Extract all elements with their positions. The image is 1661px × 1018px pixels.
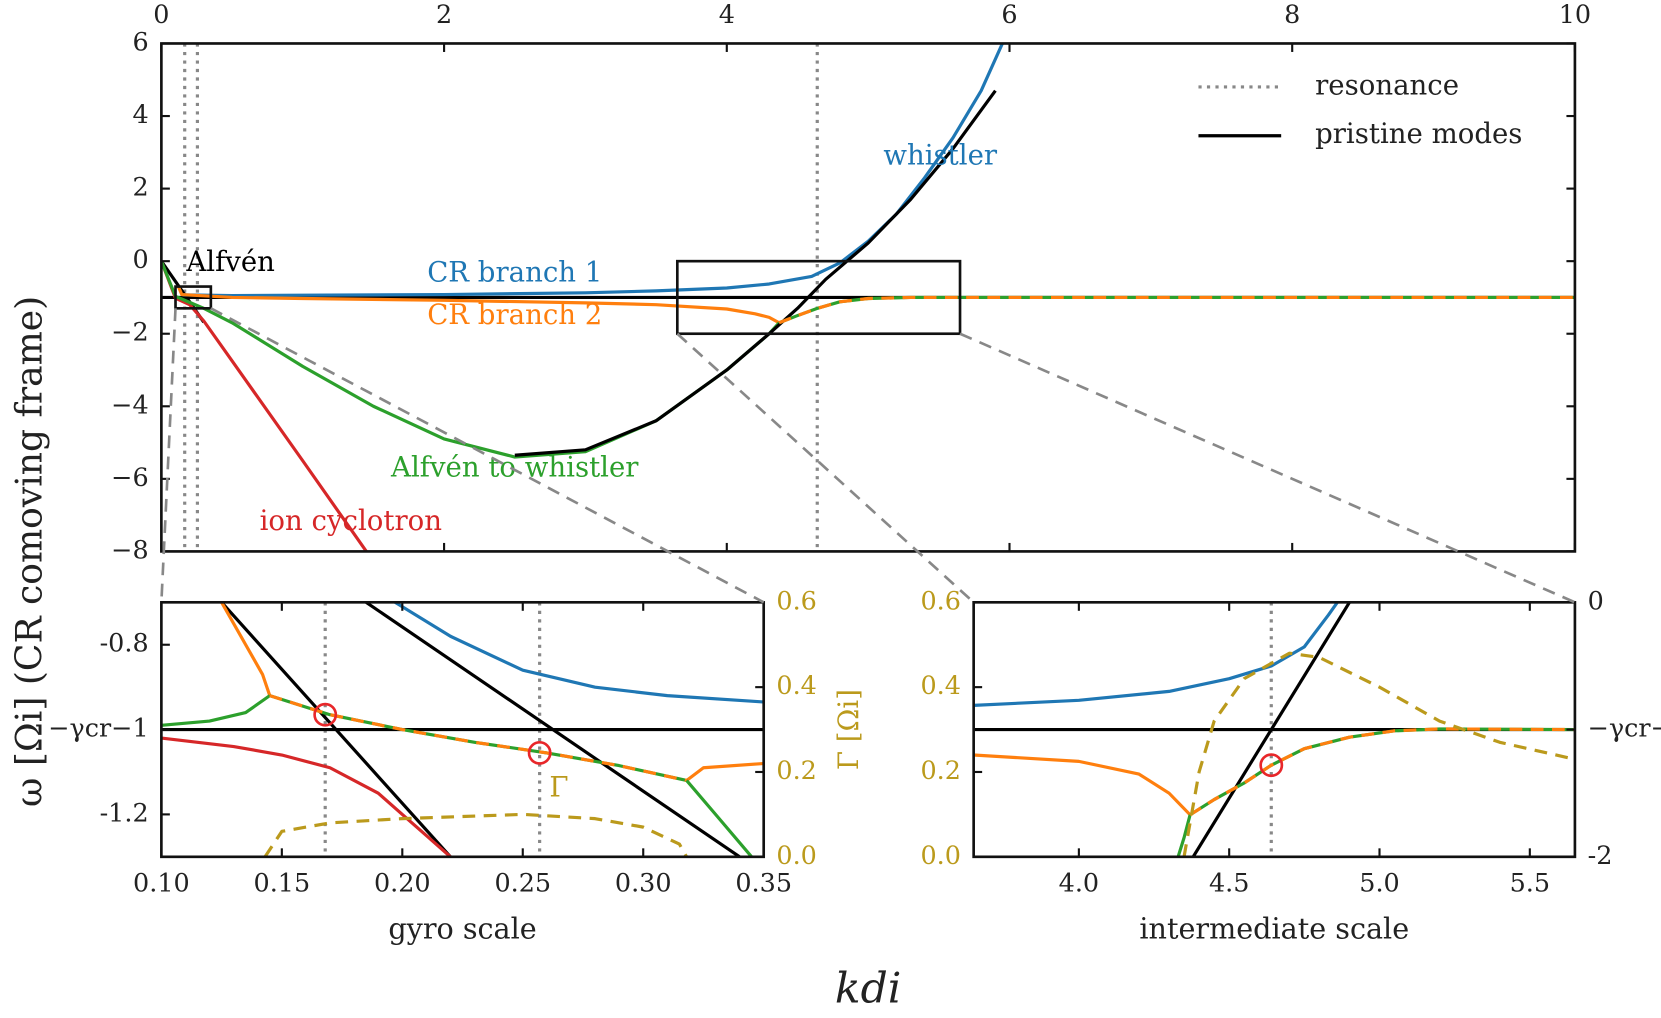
x-tick-label: 0.30: [615, 868, 672, 898]
x-tick-label: 4.0: [1059, 868, 1099, 898]
curve: [182, 43, 1004, 298]
y-tick-label: 4: [132, 100, 148, 130]
zoom-connector: [160, 308, 177, 603]
x-tick-label: 10: [1559, 0, 1591, 30]
curve: [514, 89, 997, 457]
x-tick-label: 0.10: [133, 868, 190, 898]
curve: [263, 812, 688, 857]
curve: [685, 761, 764, 782]
y-tick-label: −4: [111, 390, 148, 420]
y-tick-label: 0.0: [776, 841, 816, 871]
annotation: CR branch 1: [427, 255, 602, 288]
x-tick-label: 5.0: [1359, 868, 1399, 898]
y-tick-label: 6: [132, 27, 148, 57]
y-tick-label: 0.6: [776, 586, 816, 616]
plot-area: [973, 602, 1575, 857]
y-tick-label: 0.6: [920, 586, 960, 616]
zoom-connector: [959, 332, 1576, 604]
legend-label: resonance: [1315, 68, 1459, 101]
curve: [685, 779, 753, 857]
x-tick-label: 0.15: [254, 868, 311, 898]
curve: [176, 285, 780, 325]
y-tick-label: 0: [1588, 586, 1604, 616]
y-tick-label: 2: [132, 173, 148, 203]
x-tick-label: 6: [1001, 0, 1017, 30]
curve: [220, 602, 452, 857]
curve: [220, 602, 272, 697]
curve: [778, 295, 1575, 325]
y-tick-label: 0.2: [920, 756, 960, 786]
plot-frame: [972, 600, 1577, 859]
annotation: ion cyclotron: [260, 504, 442, 537]
zoom-box: [174, 285, 213, 310]
annotation: CR branch 2: [427, 298, 602, 331]
curve: [973, 753, 1192, 816]
curve: [1176, 814, 1192, 857]
x-axis-label: intermediate scale: [1139, 912, 1409, 946]
curve: [1189, 727, 1575, 817]
x-tick-label: 0.25: [494, 868, 551, 898]
x-tick-label: 4.5: [1209, 868, 1249, 898]
curve: [161, 736, 452, 857]
y-tick-label: −γcr−1: [1588, 714, 1661, 744]
y2-axis-label: Γ [Ωi]: [832, 689, 865, 770]
y-tick-label: −γcr−1: [48, 714, 148, 744]
x-tick-label: 2: [436, 0, 452, 30]
y-axis-label: ω [Ωi] (CR comoving frame): [9, 296, 51, 807]
marker: [1259, 753, 1284, 778]
curve: [1182, 651, 1575, 857]
x-axis-label: kdi: [835, 964, 901, 1013]
y-tick-label: −2: [111, 318, 148, 348]
subplot: 0.10 0.15 0.20 0.25 0.30 0.35 -0.8 −γcr−1 -1.2 0.…: [48, 586, 865, 945]
x-tick-label: 0.35: [735, 868, 792, 898]
plot-frame: [160, 600, 766, 859]
y-tick-label: 0: [132, 245, 148, 275]
curve: [1189, 727, 1575, 817]
y-tick-label: -0.8: [100, 629, 149, 659]
plot-area: [161, 602, 764, 857]
y-tick-label: 0.4: [776, 671, 816, 701]
marker: [527, 740, 552, 765]
x-tick-label: 5.5: [1510, 868, 1550, 898]
curve: [1191, 602, 1351, 857]
curve: [973, 602, 1339, 707]
x-axis-label: gyro scale: [388, 912, 536, 946]
zoom-box: [675, 259, 962, 336]
annotation: Γ: [549, 770, 568, 803]
y-tick-label: −6: [111, 463, 148, 493]
marker: [313, 702, 338, 727]
x-tick-label: 8: [1284, 0, 1300, 30]
annotation: Alfvén to whistler: [390, 451, 639, 484]
x-tick-label: 0: [153, 0, 169, 30]
annotation: whistler: [883, 139, 998, 172]
zoom-connector: [210, 307, 765, 604]
curve: [778, 295, 1575, 325]
y-tick-label: 0.0: [920, 841, 960, 871]
curve: [394, 602, 764, 704]
zoom-connector: [676, 332, 975, 604]
curve: [269, 694, 687, 783]
curve: [161, 694, 271, 727]
y-tick-label: -2: [1588, 841, 1613, 871]
x-tick-label: 4: [719, 0, 735, 30]
subplot: 4.0 4.5 5.0 5.5 0.0 0.2 0.4 0.6 0 −γcr−1 -2 interme…: [920, 586, 1661, 945]
y-tick-label: 0.4: [920, 671, 960, 701]
legend-label: pristine modes: [1315, 117, 1522, 150]
plot-frame: [160, 42, 1577, 553]
annotation: Alfvén: [185, 245, 275, 278]
y-tick-label: −8: [111, 535, 148, 565]
subplot: 0 2 4 6 8 10 6 4 2 0 −2 −4 −6 −8 whistler CR branch 1 CR…: [111, 0, 1591, 565]
x-tick-label: 0.20: [374, 868, 431, 898]
curve: [365, 602, 741, 857]
y-tick-label: -1.2: [100, 798, 149, 828]
y-tick-label: 0.2: [776, 756, 816, 786]
